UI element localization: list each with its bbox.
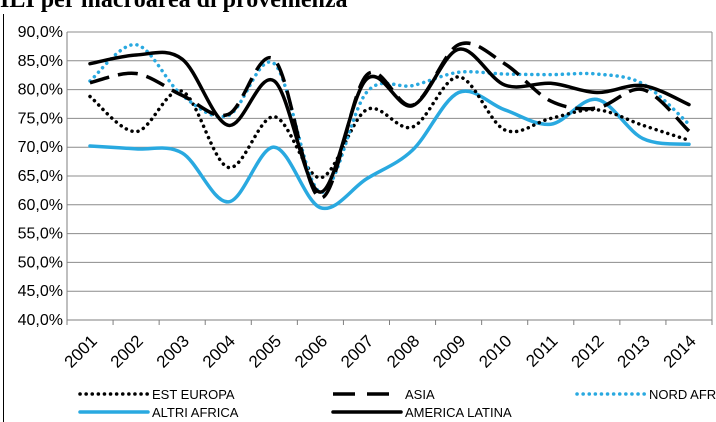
x-tick-label: 2010 bbox=[475, 331, 515, 371]
y-tick-label: 90,0% bbox=[18, 24, 63, 41]
y-tick-label: 55,0% bbox=[18, 226, 63, 243]
y-tick-label: 80,0% bbox=[18, 82, 63, 99]
chart-title: ILI per macroarea di provenienza bbox=[0, 0, 348, 13]
series-line-altri-africa bbox=[88, 89, 691, 211]
x-tick-label: 2008 bbox=[383, 331, 423, 371]
legend-label: AMERICA LATINA bbox=[405, 405, 512, 420]
y-tick-label: 85,0% bbox=[18, 53, 63, 70]
y-tick-label: 50,0% bbox=[18, 254, 63, 271]
series-line-asia bbox=[89, 41, 691, 200]
legend-label: NORD AFRICA bbox=[649, 387, 716, 402]
x-tick-label: 2013 bbox=[614, 331, 654, 371]
y-tick-label: 60,0% bbox=[18, 197, 63, 214]
x-tick-label: 2003 bbox=[153, 331, 193, 371]
x-tick-label: 2011 bbox=[522, 331, 561, 370]
legend-label: EST EUROPA bbox=[152, 387, 235, 402]
x-tick-label: 2005 bbox=[245, 331, 285, 371]
x-tick-label: 2006 bbox=[291, 331, 331, 371]
x-tick-label: 2009 bbox=[429, 331, 469, 371]
x-tick-label: 2004 bbox=[199, 331, 239, 371]
y-tick-label: 45,0% bbox=[18, 283, 63, 300]
y-tick-label: 70,0% bbox=[18, 139, 63, 156]
legend-label: ALTRI AFRICA bbox=[152, 405, 239, 420]
x-tick-label: 2001 bbox=[61, 331, 101, 371]
x-tick-label: 2012 bbox=[567, 331, 607, 371]
y-tick-label: 75,0% bbox=[18, 110, 63, 127]
y-tick-label: 65,0% bbox=[18, 168, 63, 185]
series-line-america-latina bbox=[88, 47, 691, 194]
legend-label: ASIA bbox=[405, 387, 435, 402]
y-tick-label: 40,0% bbox=[18, 312, 63, 329]
x-tick-label: 2014 bbox=[660, 331, 700, 371]
x-tick-label: 2007 bbox=[337, 331, 377, 371]
x-tick-label: 2002 bbox=[107, 331, 147, 371]
left-border bbox=[3, 14, 4, 422]
